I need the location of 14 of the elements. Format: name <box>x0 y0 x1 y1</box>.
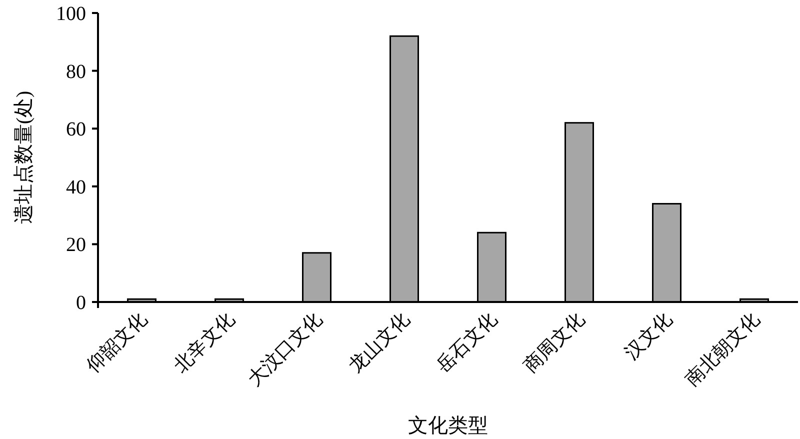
x-tick-label: 南北朝文化 <box>682 308 764 391</box>
y-axis-title: 遗址点数量(处) <box>13 90 35 224</box>
y-tick-label: 20 <box>66 234 86 256</box>
y-tick-label: 60 <box>66 118 86 141</box>
x-tick-label: 大汶口文化 <box>244 308 326 391</box>
x-tick-label: 汉文化 <box>621 308 676 364</box>
x-tick-label: 岳石文化 <box>432 308 502 378</box>
x-tick-label: 北辛文化 <box>169 308 239 378</box>
y-tick-label: 100 <box>56 3 86 25</box>
y-tick-label: 80 <box>66 60 86 83</box>
x-tick-label: 商周文化 <box>519 308 589 378</box>
x-axis-title: 文化类型 <box>408 415 488 437</box>
y-tick-label: 40 <box>66 176 86 198</box>
x-tick-label: 龙山文化 <box>345 308 414 378</box>
